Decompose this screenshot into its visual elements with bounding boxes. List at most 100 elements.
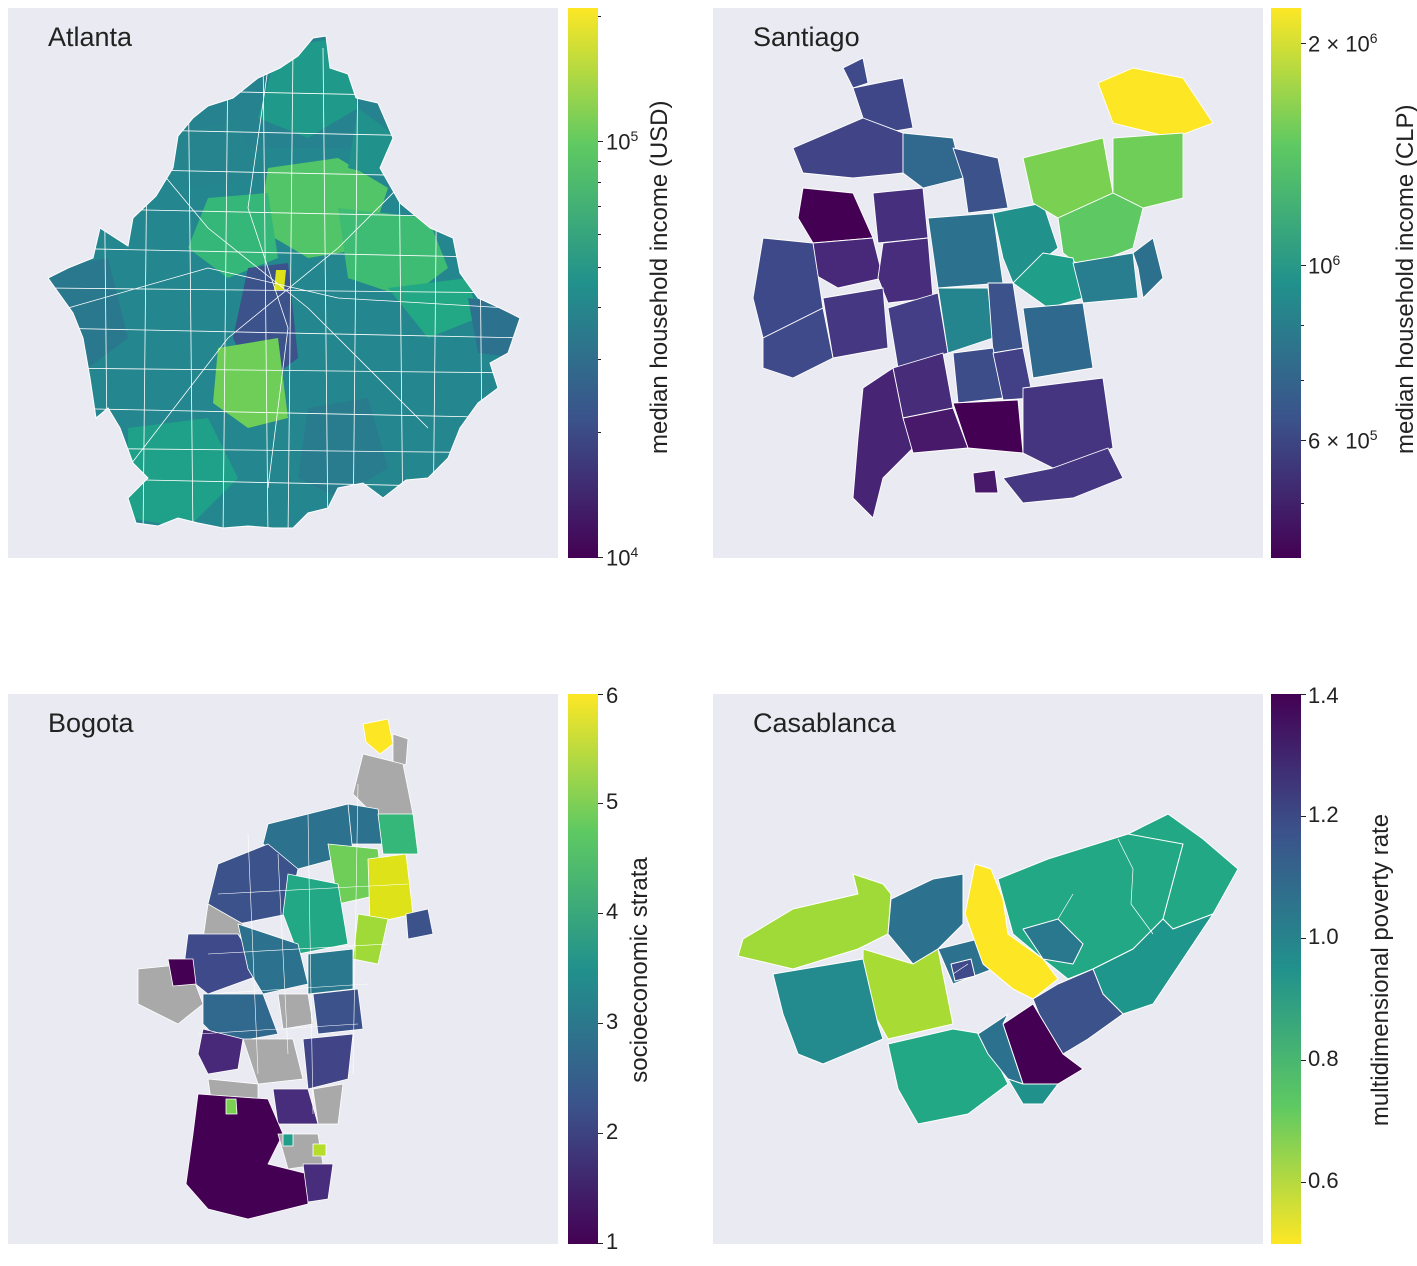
casablanca-district-roches-noires <box>1022 918 1084 965</box>
santiago-minor-tick <box>1301 503 1304 504</box>
bogota-locality-north-tip <box>362 718 394 755</box>
atlanta-title: Atlanta <box>48 22 133 52</box>
bogota-tick-mark-2 <box>598 1133 603 1134</box>
bogota-tick-mark-3 <box>598 1023 603 1024</box>
bogota-tick-mark-5 <box>598 803 603 804</box>
casablanca-tick-mark-0.6 <box>1301 1182 1306 1183</box>
bogota-locality-martires <box>307 948 354 995</box>
santiago-tick-mark-6e5 <box>1301 440 1306 441</box>
santiago-colorbar-label: median household income (CLP) <box>1392 104 1417 454</box>
casablanca-districts <box>737 813 1239 1125</box>
casablanca-district-west-coast <box>737 873 892 970</box>
bogota-locality-usaquen <box>377 813 419 855</box>
atlanta-choropleth <box>47 35 521 529</box>
santiago-commune-macul <box>987 282 1024 354</box>
atlanta-outline <box>47 35 521 529</box>
bogota-localities <box>137 718 434 1220</box>
bogota-tick-4: 4 <box>606 899 619 924</box>
atlanta-minor-tick <box>598 161 601 162</box>
santiago-commune-recoleta <box>952 147 1009 214</box>
bogota-tick-2: 2 <box>606 1119 619 1144</box>
atlanta-minor-tick <box>598 267 601 268</box>
casablanca-tick-1.2: 1.2 <box>1308 802 1339 827</box>
santiago-commune-lo-barnechea-west <box>852 77 914 134</box>
atlanta-tick-1e5: 105 <box>606 128 639 155</box>
atlanta-tract-south-west <box>128 418 238 528</box>
santiago-commune-east-edge <box>1132 237 1164 299</box>
santiago-title: Santiago <box>753 22 860 52</box>
casablanca-tick-0.8: 0.8 <box>1308 1046 1339 1071</box>
bogota-colorbar-label: socioeconomic strata <box>626 857 653 1083</box>
santiago-commune-huechuraba <box>902 132 964 189</box>
casablanca-district-mers-sultan <box>1007 1078 1059 1105</box>
bogota-locality-teal-spot <box>282 1133 294 1147</box>
atlanta-colorbar <box>568 8 598 558</box>
santiago-commune-lo-barnechea <box>1097 67 1214 139</box>
atlanta-tick-mark-1e4 <box>598 557 603 558</box>
santiago-communes <box>752 57 1214 519</box>
bogota-locality-suba-north <box>347 803 384 845</box>
atlanta-tract-northeast <box>338 208 448 298</box>
casablanca-tick-mark-1.4 <box>1301 694 1306 695</box>
santiago-commune-nunoa <box>1012 252 1084 309</box>
bogota-locality-rafael-uribe <box>302 1033 354 1090</box>
santiago-tick-1e6: 106 <box>1308 252 1341 279</box>
santiago-choropleth <box>752 57 1214 519</box>
bogota-tick-5: 5 <box>606 789 619 814</box>
atlanta-minor-tick <box>598 206 601 207</box>
santiago-tick-mark-2e6 <box>1301 43 1306 44</box>
bogota-locality-east-patch <box>405 908 434 940</box>
bogota-title: Bogota <box>48 708 134 738</box>
bogota-locality-north-missing <box>392 733 409 770</box>
santiago-commune-la-reina <box>1057 192 1144 269</box>
atlanta-minor-tick <box>598 432 601 433</box>
bogota-tick-mark-4 <box>598 913 603 914</box>
santiago-commune-west-strip <box>762 307 834 379</box>
casablanca-map-panel: Casablanca <box>713 694 1263 1244</box>
santiago-commune-maipu <box>852 367 914 519</box>
santiago-commune-la-florida <box>1022 302 1094 379</box>
santiago-minor-tick <box>1301 325 1304 326</box>
atlanta-minor-tick <box>598 307 601 308</box>
atlanta-tick-mark-1e5 <box>598 141 603 142</box>
bogota-tick-mark-1 <box>598 1243 603 1244</box>
bogota-locality-bosa <box>197 1028 244 1075</box>
santiago-minor-tick <box>1301 380 1304 381</box>
bogota-tick-3: 3 <box>606 1009 619 1034</box>
bogota-locality-chapinero <box>367 853 414 925</box>
bogota-locality-santa-fe <box>352 913 389 965</box>
atlanta-tract-southwest-high <box>213 338 288 428</box>
santiago-commune-lowest <box>797 187 874 244</box>
casablanca-colorbar <box>1271 694 1301 1244</box>
santiago-commune-lo-prado <box>822 287 889 359</box>
santiago-commune-san-miguel <box>937 287 994 354</box>
atlanta-tick-1e4: 104 <box>606 544 639 571</box>
santiago-tick-mark-1e6 <box>1301 265 1306 266</box>
bogota-tick-6: 6 <box>606 683 619 708</box>
santiago-commune-north-strip <box>842 57 869 89</box>
bogota-locality-sumapaz <box>302 1163 334 1203</box>
santiago-map-panel: Santiago <box>713 8 1263 558</box>
bogota-choropleth <box>137 718 434 1220</box>
bogota-map-panel: Bogota <box>8 694 558 1244</box>
santiago-commune-quilicura <box>792 117 904 179</box>
santiago-commune-quinta-normal <box>877 237 934 304</box>
casablanca-district-medina <box>950 958 976 982</box>
atlanta-minor-tick <box>598 359 601 360</box>
atlanta-tract-east <box>388 278 478 338</box>
casablanca-tick-0.6: 0.6 <box>1308 1168 1339 1193</box>
santiago-colorbar <box>1271 8 1301 558</box>
bogota-locality-teusaquillo <box>282 873 349 955</box>
bogota-locality-ciudad-bolivar <box>185 1093 309 1220</box>
casablanca-district-anfa-north <box>887 873 964 965</box>
atlanta-minor-tick <box>598 182 601 183</box>
santiago-tick-6e5: 6 × 105 <box>1308 427 1378 454</box>
casablanca-district-port <box>964 863 1059 1000</box>
bogota-colorbar <box>568 694 598 1244</box>
bogota-tick-mark-6 <box>598 694 603 695</box>
casablanca-choropleth <box>737 813 1239 1125</box>
bogota-locality-antonio-narino <box>312 988 364 1035</box>
casablanca-tick-1.4: 1.4 <box>1308 683 1339 708</box>
bogota-locality-green-spot <box>225 1098 238 1115</box>
casablanca-tick-1.0: 1.0 <box>1308 924 1339 949</box>
